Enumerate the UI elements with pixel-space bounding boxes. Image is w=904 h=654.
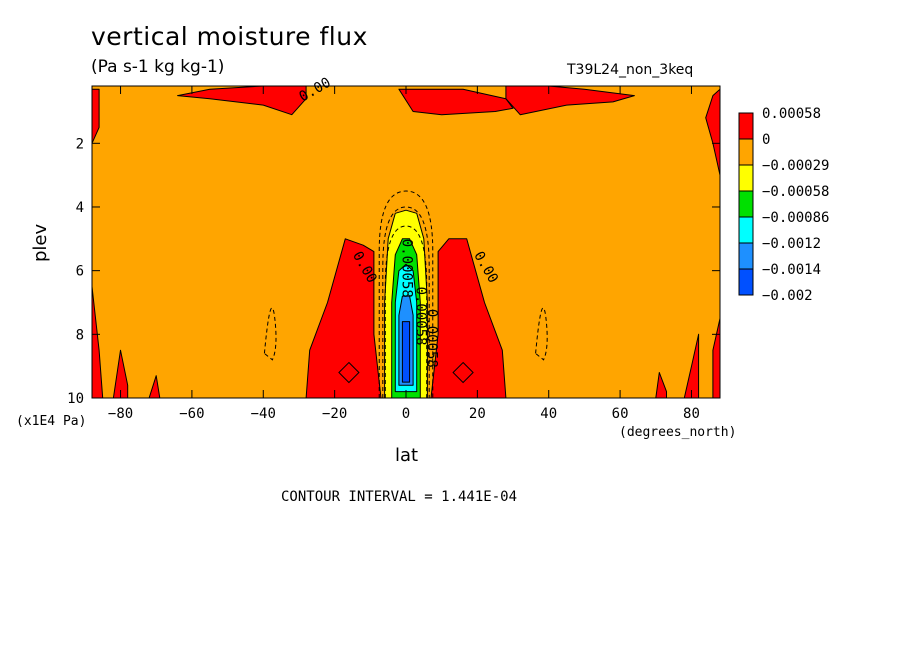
contour-diamond-1 — [452, 361, 474, 384]
dashed-contour-eq-1 — [382, 206, 430, 398]
x-tick-label: 80 — [683, 406, 700, 422]
region-north-pole-right — [705, 88, 720, 176]
y-tick-label: 8 — [76, 327, 84, 343]
dashed-contour-eq-2 — [384, 225, 428, 398]
y-tick-label: 4 — [76, 200, 84, 216]
region-south-pole-left — [92, 286, 104, 398]
dashed-contour-eq-0 — [378, 190, 434, 398]
x-tick-label: −20 — [322, 406, 347, 422]
region-nh-high-lat-spot — [655, 372, 667, 398]
x-tick-label: 60 — [612, 406, 629, 422]
legend-swatch — [738, 268, 754, 296]
contour-label-5: 0.00058 — [423, 309, 439, 368]
legend-swatch — [738, 190, 754, 218]
legend-label: −0.00029 — [762, 158, 829, 174]
legend-label: −0.00058 — [762, 184, 829, 200]
legend-label: −0.00086 — [762, 210, 829, 226]
y-axis-unit: (x1E4 Pa) — [16, 414, 87, 429]
dashed-contour-1 — [535, 307, 548, 361]
legend-swatch — [738, 112, 754, 140]
legend-swatch — [738, 164, 754, 192]
x-axis-unit: (degrees_north) — [619, 425, 737, 440]
legend-label: 0.00058 — [762, 106, 821, 122]
x-tick-label: 0 — [402, 406, 410, 422]
contour-label-3: 0.00058 — [398, 239, 414, 298]
x-tick-label: 20 — [469, 406, 486, 422]
region-equatorial-blue — [401, 321, 411, 383]
y-tick-label: 2 — [76, 136, 84, 152]
region-north-pole-low — [712, 317, 720, 398]
legend-swatch — [738, 242, 754, 270]
region-top-nh-band — [505, 86, 635, 116]
x-axis-label: lat — [395, 445, 419, 466]
y-tick-label: 10 — [67, 391, 84, 407]
y-tick-label: 6 — [76, 264, 84, 280]
x-tick-label: −60 — [179, 406, 204, 422]
x-tick-label: 40 — [540, 406, 557, 422]
chart-units: (Pa s-1 kg kg-1) — [91, 57, 225, 77]
region-south-pole-top-left — [92, 88, 100, 144]
dashed-contour-0 — [263, 307, 277, 361]
region-nh-midlat-plume — [430, 238, 507, 398]
contour-interval: CONTOUR INTERVAL = 1.441E-04 — [281, 489, 518, 505]
region-sh-polar-low-b — [148, 375, 161, 398]
run-id-label: T39L24_non_3keq — [567, 62, 694, 78]
legend-label: −0.0012 — [762, 236, 821, 252]
x-tick-label: −40 — [251, 406, 276, 422]
region-sh-midlat-plume — [305, 238, 382, 398]
contour-diamond-0 — [338, 361, 360, 384]
legend-label: 0 — [762, 132, 770, 148]
legend-label: −0.002 — [762, 288, 813, 304]
legend-label: −0.0014 — [762, 262, 821, 278]
region-nh-polar-low — [683, 333, 700, 398]
chart-title: vertical moisture flux — [91, 22, 368, 51]
region-top-sh-band — [177, 86, 307, 116]
legend-swatch — [738, 216, 754, 244]
contour-label-4: 0.00058 — [413, 287, 429, 346]
x-tick-label: −80 — [108, 406, 133, 422]
region-sh-polar-low-a — [112, 349, 129, 398]
legend-swatch — [738, 138, 754, 166]
